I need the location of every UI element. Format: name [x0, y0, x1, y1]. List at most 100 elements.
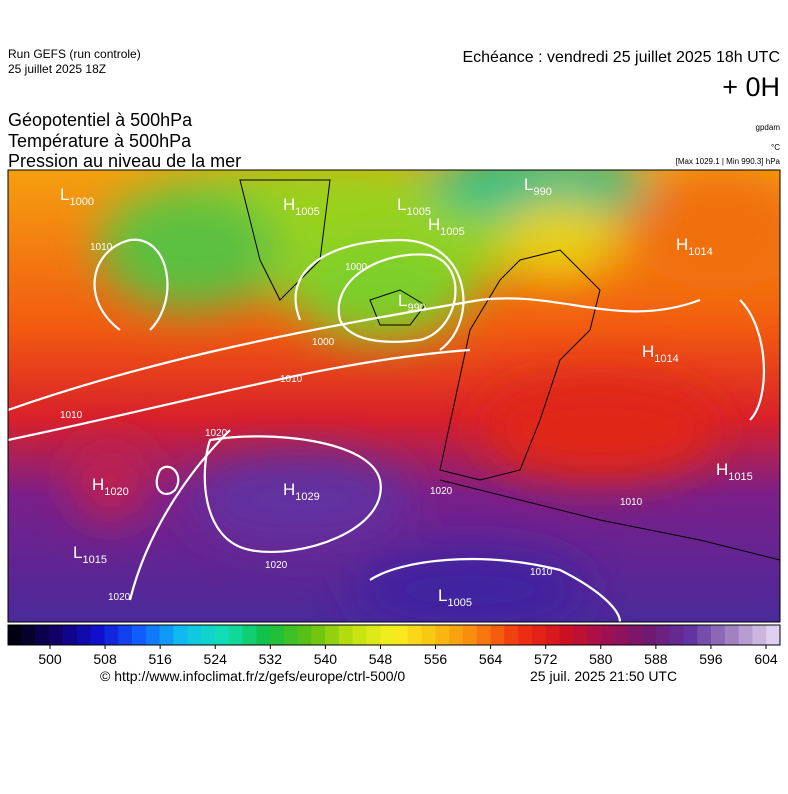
colorbar-swatch [173, 625, 188, 645]
isobar-label: 1000 [312, 337, 335, 348]
unit-label: °C [771, 143, 780, 152]
colorbar-swatch [90, 625, 105, 645]
center-type: L [524, 175, 533, 194]
colorbar-swatch [628, 625, 643, 645]
colorbar-swatch [256, 625, 271, 645]
colorbar-swatch [366, 625, 381, 645]
colorbar-swatch [573, 625, 588, 645]
colorbar-swatch [669, 625, 684, 645]
colorbar-swatch [559, 625, 574, 645]
pressure-center: L990 [398, 291, 426, 314]
center-value: 1014 [688, 246, 712, 258]
colorbar-swatch [352, 625, 367, 645]
colorbar-tick-label: 516 [148, 651, 172, 667]
colorbar-tick-label: 604 [754, 651, 778, 667]
center-value: 1000 [69, 196, 93, 208]
center-value: 990 [407, 302, 425, 314]
colorbar-swatch [49, 625, 64, 645]
colorbar-swatch [518, 625, 533, 645]
colorbar-tick-label: 500 [38, 651, 62, 667]
colorbar-swatch [159, 625, 174, 645]
colorbar-swatch [435, 625, 450, 645]
colorbar-tick-label: 524 [204, 651, 228, 667]
colorbar: 500 508 516 524 532 540 548 556 564 572 580 588 596 6… [7, 624, 781, 667]
colorbar-tick-label: 564 [479, 651, 503, 667]
colorbar-swatch [655, 625, 671, 645]
isobar-label: 1010 [280, 374, 303, 385]
lead-time: + 0H [722, 72, 780, 102]
colorbar-swatch [600, 625, 615, 645]
layer-title: Température à 500hPa [8, 131, 192, 151]
colorbar-tick-label: 548 [369, 651, 393, 667]
colorbar-swatch [297, 625, 312, 645]
pressure-centers: L1000 H1005 L1005H1005L990H1014L990H1014H1… [60, 175, 753, 609]
colorbar-swatch [462, 625, 478, 645]
colorbar-swatch [766, 625, 781, 645]
colorbar-swatch [476, 625, 491, 645]
center-value: 1005 [295, 206, 319, 218]
center-value: 990 [533, 186, 551, 198]
colorbar-swatch [711, 625, 726, 645]
colorbar-swatch [642, 625, 657, 645]
center-value: 1005 [406, 206, 430, 218]
colorbar-tick-label: 540 [314, 651, 338, 667]
center-type: L [397, 195, 406, 214]
colorbar-swatch [380, 625, 395, 645]
colorbar-tick-label: 596 [699, 651, 723, 667]
pressure-center: H1029 [283, 480, 320, 503]
colorbar-tick-label: 572 [534, 651, 558, 667]
colorbar-tick-label: 580 [589, 651, 613, 667]
pressure-center: H1005 [283, 195, 320, 218]
colorbar-swatch [614, 625, 629, 645]
colorbar-swatch [738, 625, 753, 645]
isobar-label: 1010 [90, 242, 113, 253]
colorbar-swatch [752, 625, 767, 645]
colorbar-swatch [35, 625, 50, 645]
isobar-label: 1020 [265, 560, 288, 571]
isobar-label: 1020 [430, 486, 453, 497]
colorbar-swatch [407, 625, 422, 645]
valid-time: Echéance : vendredi 25 juillet 2025 18h … [462, 49, 780, 66]
colorbar-swatch [21, 625, 36, 645]
map [8, 170, 780, 622]
isobar-label: 1020 [205, 428, 228, 439]
colorbar-swatch [531, 625, 546, 645]
colorbar-tick-label: 556 [424, 651, 448, 667]
run-label: Run GEFS (run controle) [8, 47, 141, 61]
center-type: H [428, 215, 440, 234]
center-value: 1014 [654, 353, 678, 365]
source-url: © http://www.infoclimat.fr/z/gefs/europe… [100, 668, 405, 684]
center-type: L [73, 543, 82, 562]
colorbar-tick-label: 588 [644, 651, 668, 667]
generated-time: 25 juil. 2025 21:50 UTC [530, 668, 677, 684]
colorbar-swatch [104, 625, 119, 645]
isobar-label: 1010 [60, 410, 83, 421]
colorbar-swatch [76, 625, 92, 645]
center-value: 1020 [104, 486, 128, 498]
isobar-label: 1010 [620, 497, 643, 508]
isobar-label: 1000 [345, 262, 368, 273]
center-value: 1005 [447, 597, 471, 609]
center-type: H [92, 475, 104, 494]
pressure-center: H1005 [428, 215, 465, 238]
colorbar-swatch [283, 625, 298, 645]
layer-title: Pression au niveau de la mer [8, 151, 241, 171]
colorbar-swatch [311, 625, 326, 645]
unit-label: gpdam [756, 123, 781, 132]
colorbar-swatch [545, 625, 560, 645]
center-type: H [716, 460, 728, 479]
colorbar-swatch [724, 625, 739, 645]
colorbar-swatch [338, 625, 353, 645]
colorbar-swatch [325, 625, 340, 645]
colorbar-tick-label: 532 [259, 651, 283, 667]
center-type: H [283, 480, 295, 499]
center-value: 1029 [295, 491, 319, 503]
pressure-center: L1005 [438, 586, 472, 609]
colorbar-swatch [132, 625, 147, 645]
isobar-label: 1020 [108, 592, 131, 603]
colorbar-swatch [504, 625, 519, 645]
colorbar-swatch [683, 625, 698, 645]
colorbar-swatch [394, 625, 409, 645]
colorbar-swatch [201, 625, 216, 645]
layer-title: Géopotentiel à 500hPa [8, 110, 193, 130]
